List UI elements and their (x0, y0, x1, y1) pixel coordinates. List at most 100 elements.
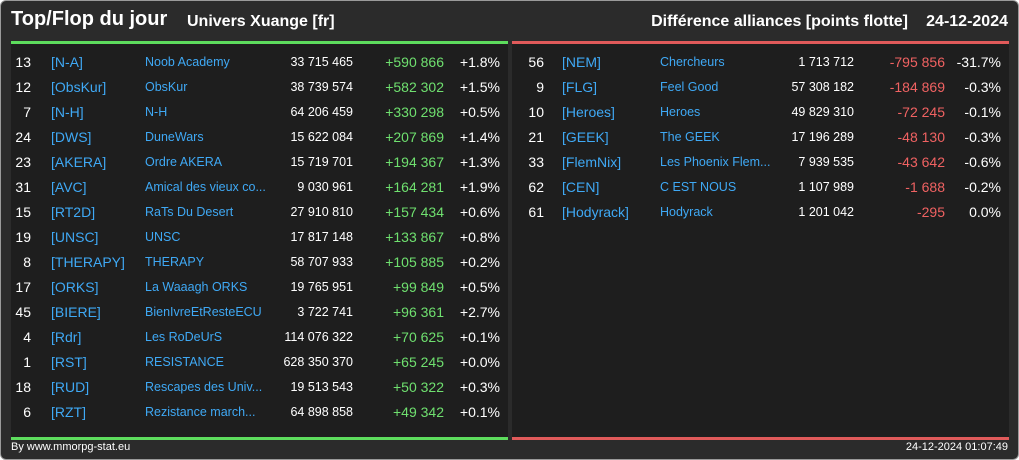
delta-value: +164 281 (385, 179, 444, 195)
alliance-name-link[interactable]: Amical des vieux co... (145, 180, 266, 194)
alliance-name-link[interactable]: C EST NOUS (660, 180, 737, 194)
alliance-tag-link[interactable]: [ORKS] (51, 279, 99, 295)
header-date: 24-12-2024 (926, 13, 1008, 30)
rank-value: 13 (15, 54, 31, 70)
rank-value: 24 (15, 129, 31, 145)
score-value: 64 898 858 (290, 405, 353, 419)
alliance-name-link[interactable]: UNSC (145, 230, 181, 244)
footer-timestamp: 24-12-2024 01:07:49 (905, 441, 1008, 453)
alliance-name-link[interactable]: Noob Academy (145, 55, 230, 69)
alliance-tag-link[interactable]: [AVC] (51, 179, 87, 195)
rank-value: 7 (23, 104, 31, 120)
alliance-name-link[interactable]: Les RoDeUrS (145, 330, 223, 344)
percent-change: +0.8% (459, 229, 500, 245)
alliance-row: 61 [Hodyrack] Hodyrack 1 201 042 -295 0.0% (512, 200, 1009, 225)
alliance-name-link[interactable]: BienIvreEtResteECU (145, 305, 262, 319)
alliance-tag-link[interactable]: [THERAPY] (51, 254, 125, 270)
score-value: 1 107 989 (798, 180, 854, 194)
alliance-name-link[interactable]: Ordre AKERA (145, 155, 223, 169)
delta-value: -795 856 (889, 54, 945, 70)
rank-value: 45 (15, 304, 31, 320)
alliance-tag-link[interactable]: [RZT] (51, 404, 86, 420)
percent-change: +0.1% (459, 329, 500, 345)
alliance-name-link[interactable]: ObsKur (145, 80, 188, 94)
alliance-tag-link[interactable]: [N-A] (51, 54, 83, 70)
alliance-tag-link[interactable]: [AKERA] (51, 154, 107, 170)
alliance-tag-link[interactable]: [FlemNix] (562, 154, 622, 170)
score-value: 58 707 933 (290, 255, 353, 269)
percent-change: +2.7% (459, 304, 500, 320)
rank-value: 31 (15, 179, 31, 195)
alliance-name-link[interactable]: THERAPY (145, 255, 205, 269)
percent-change: -0.6% (964, 154, 1001, 170)
rank-value: 15 (15, 204, 31, 220)
delta-value: +157 434 (385, 204, 444, 220)
alliance-name-link[interactable]: RaTs Du Desert (145, 205, 234, 219)
alliance-tag-link[interactable]: [NEM] (562, 54, 601, 70)
alliance-row: 12 [ObsKur] ObsKur 38 739 574 +582 302 +1.5% (11, 75, 508, 100)
header: Top/Flop du jour Univers Xuange [fr] Dif… (1, 1, 1018, 41)
rank-value: 9 (536, 79, 544, 95)
alliance-name-link[interactable]: La Waaagh ORKS (145, 280, 248, 294)
rank-value: 18 (15, 379, 31, 395)
alliance-name-link[interactable]: RESISTANCE (145, 355, 224, 369)
alliance-name-link[interactable]: Hodyrack (660, 205, 713, 219)
alliance-tag-link[interactable]: [GEEK] (562, 129, 609, 145)
alliance-tag-link[interactable]: [RUD] (51, 379, 90, 395)
score-value: 33 715 465 (290, 55, 353, 69)
score-value: 19 513 543 (290, 380, 353, 394)
alliance-row: 1 [RST] RESISTANCE 628 350 370 +65 245 +0.0% (11, 350, 508, 375)
alliance-name-link[interactable]: N-H (145, 105, 168, 119)
percent-change: +0.5% (459, 104, 500, 120)
rank-value: 8 (23, 254, 31, 270)
alliance-row: 23 [AKERA] Ordre AKERA 15 719 701 +194 367 +1… (11, 150, 508, 175)
rank-value: 1 (23, 354, 31, 370)
alliance-name-link[interactable]: Les Phoenix Flem... (660, 155, 771, 169)
score-value: 17 196 289 (791, 130, 854, 144)
source-credit: By www.mmorpg-stat.eu (11, 441, 131, 453)
delta-value: +96 361 (393, 304, 444, 320)
alliance-tag-link[interactable]: [RST] (51, 354, 87, 370)
alliance-row: 8 [THERAPY] THERAPY 58 707 933 +105 885 +0.2% (11, 250, 508, 275)
alliance-name-link[interactable]: Chercheurs (660, 55, 725, 69)
alliance-name-link[interactable]: Feel Good (660, 80, 719, 94)
percent-change: +1.8% (459, 54, 500, 70)
alliance-tag-link[interactable]: [DWS] (51, 129, 92, 145)
rank-value: 4 (23, 329, 31, 345)
alliance-row: 10 [Heroes] Heroes 49 829 310 -72 245 -0.1% (512, 100, 1009, 125)
percent-change: +0.1% (459, 404, 500, 420)
delta-value: +99 849 (393, 279, 444, 295)
alliance-tag-link[interactable]: [N-H] (51, 104, 84, 120)
alliance-tag-link[interactable]: [RT2D] (51, 204, 96, 220)
percent-change: -0.2% (964, 179, 1001, 195)
delta-value: +105 885 (385, 254, 444, 270)
alliance-tag-link[interactable]: [BIERE] (51, 304, 101, 320)
alliance-row: 6 [RZT] Rezistance march... 64 898 858 +49 3… (11, 400, 508, 425)
rank-value: 61 (528, 204, 544, 220)
alliance-tag-link[interactable]: [UNSC] (51, 229, 99, 245)
alliance-row: 31 [AVC] Amical des vieux co... 9 030 961 +1… (11, 175, 508, 200)
score-value: 9 030 961 (297, 180, 353, 194)
delta-value: +590 866 (385, 54, 444, 70)
alliance-name-link[interactable]: Rezistance march... (145, 405, 256, 419)
percent-change: -0.3% (964, 129, 1001, 145)
delta-value: -48 130 (897, 129, 945, 145)
alliance-tag-link[interactable]: [FLG] (562, 79, 598, 95)
delta-value: +582 302 (385, 79, 444, 95)
alliance-row: 56 [NEM] Chercheurs 1 713 712 -795 856 -31.7% (512, 50, 1009, 75)
alliance-tag-link[interactable]: [Hodyrack] (562, 204, 629, 220)
alliance-row: 33 [FlemNix] Les Phoenix Flem... 7 939 535 -… (512, 150, 1009, 175)
delta-value: +133 867 (385, 229, 444, 245)
delta-value: -43 642 (897, 154, 945, 170)
alliance-name-link[interactable]: Rescapes des Univ... (145, 380, 263, 394)
alliance-tag-link[interactable]: [Rdr] (51, 329, 82, 345)
percent-change: +1.5% (459, 79, 500, 95)
rank-value: 12 (15, 79, 31, 95)
alliance-name-link[interactable]: DuneWars (145, 130, 204, 144)
alliance-tag-link[interactable]: [Heroes] (562, 104, 615, 120)
alliance-name-link[interactable]: The GEEK (660, 130, 720, 144)
alliance-tag-link[interactable]: [CEN] (562, 179, 600, 195)
alliance-name-link[interactable]: Heroes (660, 105, 701, 119)
alliance-tag-link[interactable]: [ObsKur] (51, 79, 107, 95)
